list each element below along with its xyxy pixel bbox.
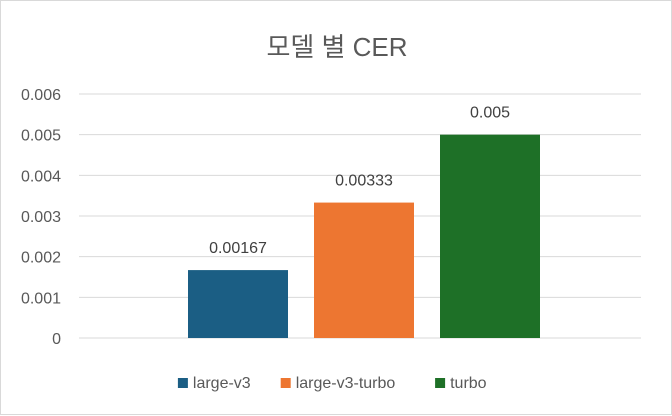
y-tick-label: 0.003 xyxy=(21,209,61,226)
bar-turbo xyxy=(440,134,540,338)
data-label-large-v3: 0.00167 xyxy=(209,240,267,257)
legend-swatch xyxy=(280,378,291,388)
data-label-large-v3-turbo: 0.00333 xyxy=(335,173,393,190)
y-tick-label: 0.001 xyxy=(21,290,61,307)
legend-label: turbo xyxy=(450,375,487,392)
legend-item-large-v3-turbo: large-v3-turbo xyxy=(280,375,396,392)
y-tick-label: 0.006 xyxy=(21,87,61,104)
bar-large-v3 xyxy=(188,270,288,338)
y-tick-label: 0.002 xyxy=(21,250,61,267)
legend-swatch xyxy=(435,378,446,388)
legend-item-turbo: turbo xyxy=(435,375,487,392)
legend-label: large-v3 xyxy=(193,375,251,392)
data-label-turbo: 0.005 xyxy=(470,105,510,122)
y-tick-label: 0.004 xyxy=(21,168,61,185)
bars xyxy=(188,134,540,338)
legend-swatch xyxy=(177,378,188,388)
y-tick-label: 0 xyxy=(52,331,61,348)
chart-title: 모델 별 CER xyxy=(266,32,407,62)
bar-large-v3-turbo xyxy=(314,202,414,338)
legend-item-large-v3: large-v3 xyxy=(177,375,251,392)
data-labels: 0.00167 0.00333 0.005 xyxy=(209,105,510,257)
legend-label: large-v3-turbo xyxy=(296,375,396,392)
y-axis-ticks: 0 0.001 0.002 0.003 0.004 0.005 0.006 xyxy=(21,87,61,348)
y-tick-label: 0.005 xyxy=(21,128,61,145)
legend: large-v3 large-v3-turbo turbo xyxy=(177,375,487,392)
